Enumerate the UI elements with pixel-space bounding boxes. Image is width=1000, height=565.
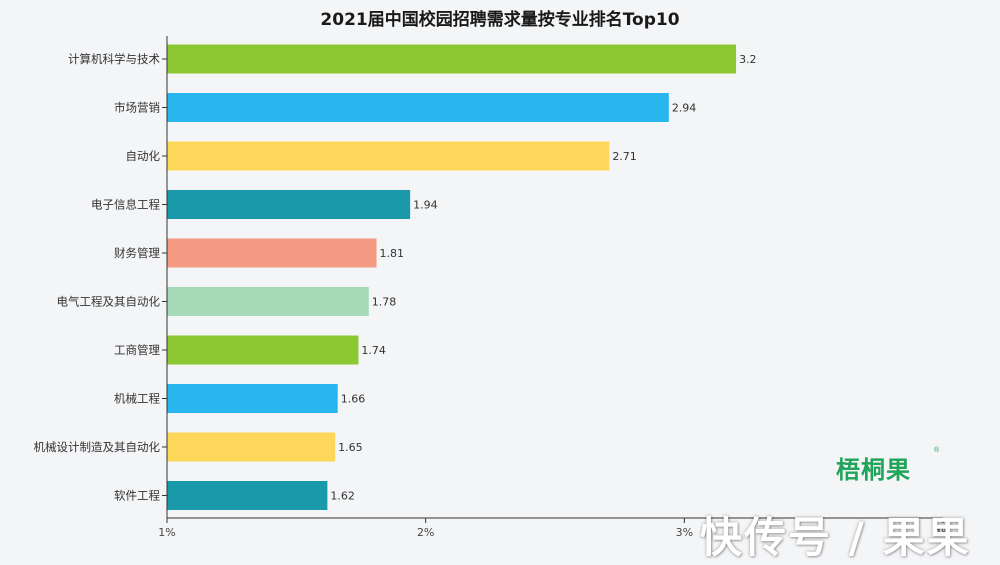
x-axis: 1% 2% 3% 4% <box>158 36 952 539</box>
registered-mark: ® <box>934 447 940 454</box>
data-label: 1.74 <box>361 344 386 357</box>
data-label: 1.81 <box>380 247 405 260</box>
data-label: 1.65 <box>338 441 363 454</box>
brand-logo: 梧桐果 <box>836 456 911 484</box>
chart-title: 2021届中国校园招聘需求量按专业排名Top10 <box>320 9 679 30</box>
x-tick-label: 4% <box>934 526 951 539</box>
data-label: 1.94 <box>413 199 438 212</box>
bars-group: 计算机科学与技术 3.2 市场营销 2.94 自动化 2.71 电子信息工程 1.94 财务管理… <box>34 44 757 510</box>
bar <box>167 238 377 268</box>
x-tick-label: 3% <box>676 526 693 539</box>
category-label: 电子信息工程 <box>91 198 160 212</box>
bar <box>167 335 359 365</box>
watermark-text: 快传号 / 果果 <box>700 513 971 562</box>
bar <box>167 287 369 316</box>
x-tick-label: 2% <box>417 526 434 539</box>
bar <box>167 384 338 413</box>
bar <box>167 432 336 462</box>
bar <box>167 481 328 510</box>
data-label: 2.94 <box>672 102 697 115</box>
category-label: 电气工程及其自动化 <box>57 295 161 309</box>
category-label: 财务管理 <box>114 246 160 260</box>
data-label: 2.71 <box>612 150 637 163</box>
data-label: 3.2 <box>739 53 757 66</box>
category-label: 市场营销 <box>114 101 160 115</box>
data-label: 1.66 <box>341 393 366 406</box>
bar <box>167 44 737 74</box>
category-label: 计算机科学与技术 <box>68 52 160 66</box>
category-label: 机械工程 <box>114 392 160 406</box>
data-label: 1.78 <box>372 296 397 309</box>
bar <box>167 141 610 171</box>
category-label: 机械设计制造及其自动化 <box>34 440 161 454</box>
category-label: 自动化 <box>126 149 161 163</box>
x-tick-label: 1% <box>158 526 175 539</box>
bar <box>167 93 669 122</box>
data-label: 1.62 <box>330 490 355 503</box>
category-label: 工商管理 <box>114 343 160 357</box>
category-label: 软件工程 <box>114 489 160 503</box>
bar <box>167 190 411 219</box>
